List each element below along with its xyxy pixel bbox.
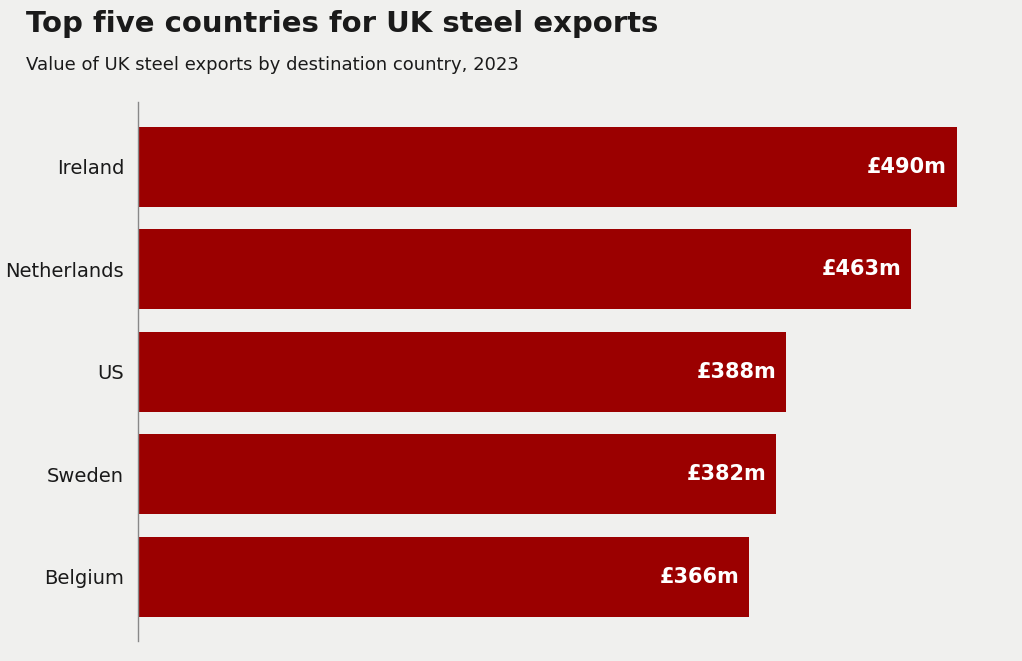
Text: £366m: £366m [659,566,739,587]
Bar [138,434,776,514]
Text: £463m: £463m [822,259,901,280]
Bar [138,332,786,412]
Bar [138,537,749,617]
Text: £490m: £490m [867,157,946,177]
Text: Value of UK steel exports by destination country, 2023: Value of UK steel exports by destination… [26,56,518,74]
Text: Top five countries for UK steel exports: Top five countries for UK steel exports [26,10,658,38]
Bar [138,229,912,309]
Bar [138,127,957,207]
Text: £382m: £382m [687,464,766,485]
Text: £388m: £388m [696,362,776,382]
